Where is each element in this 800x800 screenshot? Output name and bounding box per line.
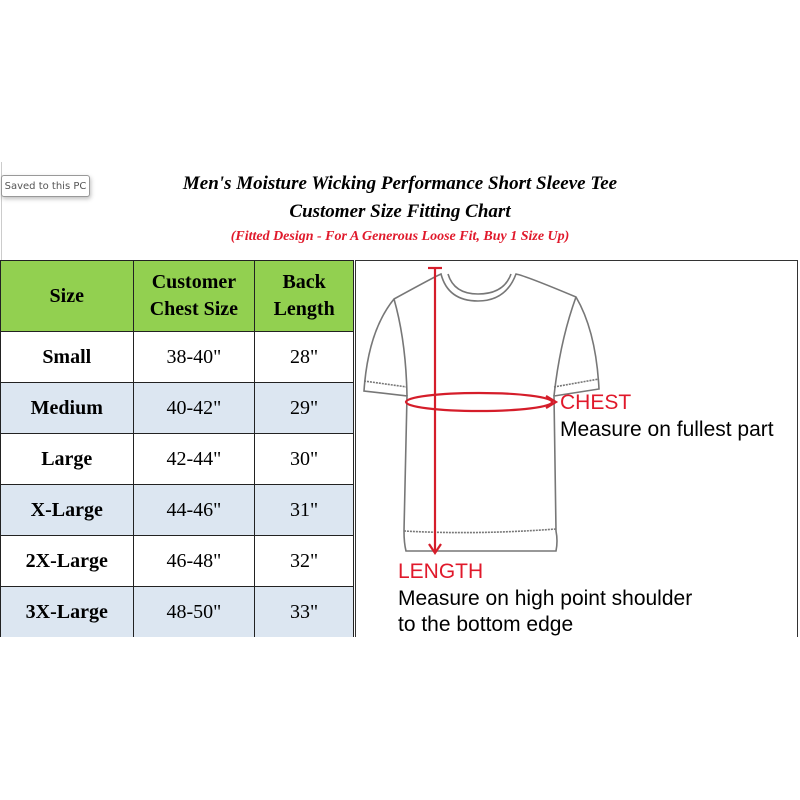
- size-cell: 2X-Large: [0, 535, 134, 587]
- length-cell: 30": [254, 433, 354, 485]
- table-row: Large 42-44" 30": [0, 433, 354, 485]
- table-header-row: Size Customer Chest Size Back Length: [0, 260, 354, 332]
- length-cell: 28": [254, 331, 354, 383]
- col-header-size: Size: [0, 260, 134, 332]
- length-cell: 29": [254, 382, 354, 434]
- length-label: LENGTH: [398, 560, 484, 583]
- col-header-chest: Customer Chest Size: [132, 260, 256, 332]
- saved-to-pc-badge[interactable]: Saved to this PC: [1, 175, 90, 197]
- length-cell: 31": [254, 484, 354, 536]
- size-cell: Small: [0, 331, 134, 383]
- table-row: Medium 40-42" 29": [0, 382, 354, 434]
- table-row: X-Large 44-46" 31": [0, 484, 354, 536]
- measurement-diagram: CHEST Measure on fullest part LENGTH Mea…: [355, 260, 798, 637]
- length-description-line1: Measure on high point shoulder: [398, 587, 693, 610]
- page-subtitle: Customer Size Fitting Chart: [289, 201, 511, 222]
- size-cell: Large: [0, 433, 134, 485]
- size-cell: 3X-Large: [0, 586, 134, 637]
- length-description-line2: to the bottom edge: [398, 613, 574, 636]
- chest-cell: 38-40": [132, 331, 256, 383]
- table-row: Small 38-40" 28": [0, 331, 354, 383]
- chest-cell: 42-44": [132, 433, 256, 485]
- chest-cell: 46-48": [132, 535, 256, 587]
- size-cell: X-Large: [0, 484, 134, 536]
- chest-cell: 48-50": [132, 586, 256, 637]
- table-row: 3X-Large 48-50" 33": [0, 586, 354, 637]
- length-cell: 33": [254, 586, 354, 637]
- col-header-length: Back Length: [254, 260, 354, 332]
- chest-description: Measure on fullest part: [560, 418, 774, 441]
- size-cell: Medium: [0, 382, 134, 434]
- tshirt-icon: [363, 266, 600, 555]
- length-cell: 32": [254, 535, 354, 587]
- window-edge: [1, 162, 2, 260]
- page-title: Men's Moisture Wicking Performance Short…: [182, 173, 618, 194]
- chest-cell: 40-42": [132, 382, 256, 434]
- chest-label: CHEST: [560, 391, 632, 414]
- fit-note: (Fitted Design - For A Generous Loose Fi…: [230, 229, 570, 244]
- chest-cell: 44-46": [132, 484, 256, 536]
- table-row: 2X-Large 46-48" 32": [0, 535, 354, 587]
- size-table: Size Customer Chest Size Back Length Sma…: [0, 260, 354, 637]
